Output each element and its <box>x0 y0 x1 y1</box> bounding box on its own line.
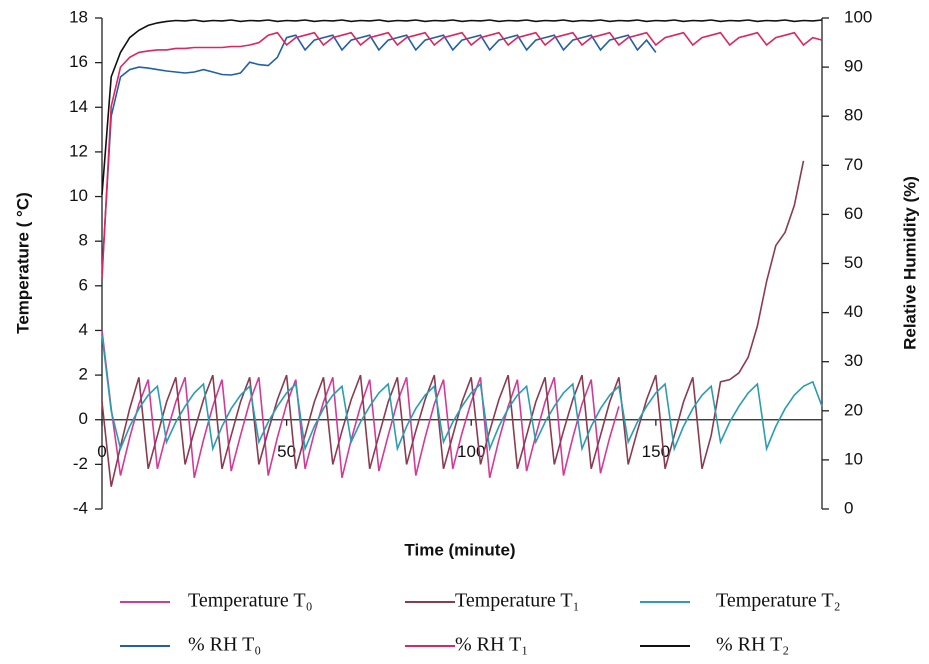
series-line <box>101 334 823 452</box>
y2-tick-label: 40 <box>844 302 863 321</box>
y-tick-label: 12 <box>69 141 88 160</box>
legend-label: % RH T₁ <box>455 634 528 656</box>
legend-label: Temperature T₁ <box>455 590 580 612</box>
legend-label: % RH T₂ <box>716 634 789 656</box>
series-line <box>101 330 620 478</box>
y-tick-label: -2 <box>73 454 88 473</box>
y-tick-label: 18 <box>69 7 88 26</box>
y-tick-label: 16 <box>69 52 88 71</box>
series-line <box>101 160 805 487</box>
y-tick-label: 10 <box>69 186 88 205</box>
y2-tick-label: 20 <box>844 400 863 419</box>
y2-tick-label: 0 <box>844 498 853 517</box>
legend-label: % RH T₀ <box>188 634 261 656</box>
x-tick-label: 150 <box>642 442 670 461</box>
y-axis-label: Temperature ( °C) <box>13 192 32 334</box>
y2-tick-label: 80 <box>844 106 863 125</box>
series-line <box>101 34 657 274</box>
y2-tick-label: 90 <box>844 57 863 76</box>
y-tick-label: 2 <box>79 365 88 384</box>
x-axis-label: Time (minute) <box>404 540 515 559</box>
y2-tick-label: 70 <box>844 155 863 174</box>
legend-label: Temperature T₀ <box>188 590 313 612</box>
y2-axis-label: Relative Humidity (%) <box>900 176 919 350</box>
x-tick-label: 50 <box>277 442 296 461</box>
y2-tick-label: 100 <box>844 7 872 26</box>
legend-label: Temperature T₂ <box>716 590 841 612</box>
y-tick-label: -4 <box>73 498 88 517</box>
y-tick-label: 6 <box>79 275 88 294</box>
x-tick-label: 0 <box>97 442 106 461</box>
y2-tick-label: 10 <box>844 449 863 468</box>
y-tick-label: 14 <box>69 97 88 116</box>
x-tick-label: 100 <box>457 442 485 461</box>
y2-tick-label: 30 <box>844 351 863 370</box>
y2-tick-label: 60 <box>844 204 863 223</box>
y-tick-label: 4 <box>79 320 88 339</box>
y-tick-label: 0 <box>79 409 88 428</box>
y2-tick-label: 50 <box>844 253 863 272</box>
series-line <box>101 31 823 279</box>
y-tick-label: 8 <box>79 231 88 250</box>
series-line <box>101 19 823 195</box>
